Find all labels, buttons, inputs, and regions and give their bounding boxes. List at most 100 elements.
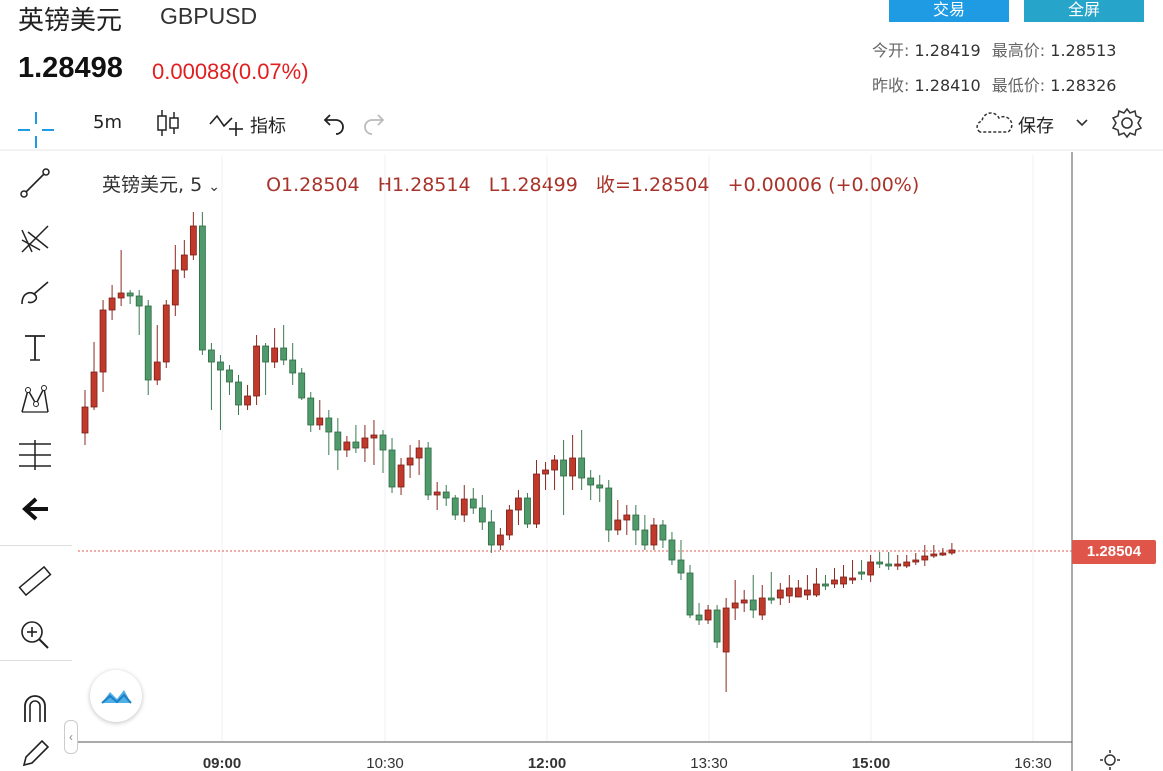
magnet-icon[interactable]: [14, 688, 56, 730]
candle-body: [650, 524, 658, 546]
legend-symbol: 英镑美元,: [102, 174, 185, 196]
redo-icon[interactable]: [362, 112, 388, 136]
candle-body: [153, 361, 161, 381]
price-change: 0.00088(0.07%): [152, 59, 309, 84]
last-price-tag: 1.28504: [1072, 540, 1156, 564]
chevron-down-icon[interactable]: [1074, 116, 1090, 130]
indicator-icon[interactable]: [208, 110, 244, 138]
candle-body: [876, 561, 884, 565]
candle-body: [515, 497, 522, 511]
fullscreen-button[interactable]: 全屏: [1024, 0, 1144, 22]
x-tick-label: 13:30: [690, 755, 728, 771]
candle-body: [587, 477, 595, 486]
candle-body: [912, 559, 920, 563]
candle-body: [352, 441, 360, 449]
candle-body: [235, 381, 242, 406]
brush-icon[interactable]: [14, 272, 56, 314]
ruler-icon[interactable]: [14, 560, 56, 602]
candle-body: [162, 304, 170, 363]
candle-body: [135, 295, 143, 307]
low-value: 1.28326: [1050, 76, 1117, 95]
candle-body: [388, 449, 396, 488]
legend-high: H1.28514: [377, 174, 471, 196]
candle-body: [794, 587, 802, 598]
candle-body: [533, 473, 540, 525]
cloud-save-icon[interactable]: [974, 112, 1014, 136]
x-tick-label: 12:00: [527, 755, 567, 771]
candle-body: [198, 225, 206, 351]
candle-body: [289, 359, 297, 374]
trendline-icon[interactable]: [14, 162, 56, 204]
interval-selector[interactable]: 5m: [93, 112, 122, 133]
arrow-left-icon[interactable]: [14, 488, 56, 530]
x-tick-label: 16:30: [1014, 755, 1052, 771]
candle-body: [713, 609, 721, 643]
candle-body: [605, 487, 613, 531]
candle-body: [325, 417, 333, 433]
candle-body: [551, 459, 558, 471]
legend-interval[interactable]: 5: [190, 174, 203, 196]
high-value: 1.28513: [1050, 41, 1117, 60]
fib-fan-icon[interactable]: [14, 218, 56, 260]
candle-body: [903, 561, 911, 567]
candle-body: [930, 553, 938, 557]
candle-style-icon[interactable]: [155, 108, 181, 138]
candle-body: [415, 447, 423, 459]
candle-body: [253, 345, 260, 397]
undo-icon[interactable]: [320, 112, 346, 136]
app-logo[interactable]: [90, 670, 142, 722]
candle-body: [885, 563, 893, 567]
candle-body: [695, 614, 703, 621]
candle-body: [334, 431, 342, 451]
candle-body: [298, 372, 306, 399]
candle-body: [894, 563, 902, 567]
candle-body: [704, 609, 712, 621]
candle-body: [478, 507, 486, 523]
stats-row-2: 昨收: 1.28410 最低价: 1.28326: [872, 72, 1116, 96]
crosshair-icon[interactable]: [16, 110, 56, 150]
candle-body: [776, 589, 784, 599]
open-label: 今开:: [872, 41, 910, 60]
candle-body: [180, 254, 188, 271]
tool-divider-2: [0, 660, 72, 661]
measure-range-icon[interactable]: [14, 434, 56, 476]
legend-chevron-icon[interactable]: ⌄: [208, 179, 220, 195]
stats-row-1: 今开: 1.28419 最高价: 1.28513: [872, 37, 1116, 61]
pattern-icon[interactable]: [14, 380, 56, 422]
candle-body: [99, 309, 107, 373]
high-label: 最高价:: [991, 41, 1046, 60]
candle-body: [831, 579, 838, 585]
candle-body: [316, 417, 324, 426]
settings-gear-icon[interactable]: [1110, 106, 1144, 140]
legend-change-pct: (+0.00%): [828, 174, 920, 196]
indicator-button[interactable]: 指标: [250, 116, 286, 137]
candle-body: [686, 572, 694, 616]
candle-body: [641, 529, 649, 546]
text-tool-icon[interactable]: [14, 326, 56, 368]
candle-body: [506, 509, 513, 536]
trade-button[interactable]: 交易: [889, 0, 1009, 22]
candle-body: [722, 607, 730, 653]
candle-body: [271, 347, 279, 363]
candle-body: [108, 297, 116, 311]
candle-body: [424, 447, 432, 496]
candle-body: [822, 583, 829, 587]
candle-body: [939, 552, 947, 556]
candle-body: [767, 597, 775, 601]
candle-body: [921, 555, 929, 561]
pencil-lock-icon[interactable]: [14, 736, 56, 771]
zoom-in-icon[interactable]: [14, 614, 56, 656]
prev-close-value: 1.28410: [914, 76, 981, 95]
candle-body: [542, 469, 549, 475]
axis-settings-gear-icon[interactable]: [1097, 748, 1123, 771]
collapse-toolbar-handle[interactable]: ‹: [64, 720, 78, 754]
tool-divider: [0, 545, 72, 546]
x-tick-label: 15:00: [851, 755, 891, 771]
candle-body: [433, 491, 441, 496]
candle-body: [614, 519, 622, 531]
candle-body: [117, 292, 125, 299]
candle-body: [524, 497, 531, 525]
candle-body: [560, 459, 567, 477]
save-button[interactable]: 保存: [1018, 116, 1054, 137]
